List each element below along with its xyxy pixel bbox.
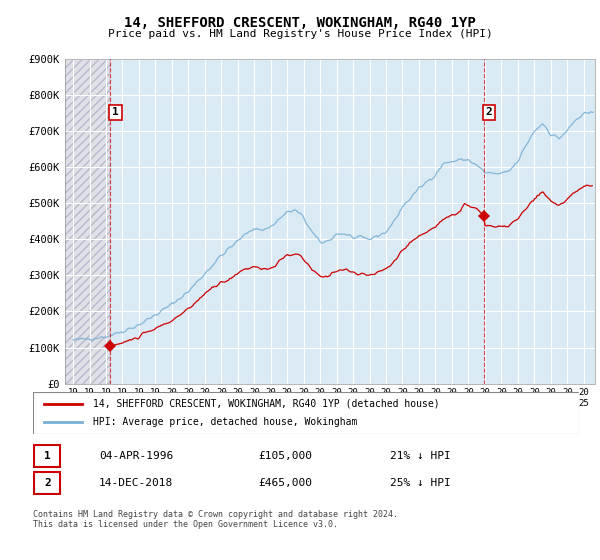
Text: 2: 2 [44,478,51,488]
Text: 14, SHEFFORD CRESCENT, WOKINGHAM, RG40 1YP (detached house): 14, SHEFFORD CRESCENT, WOKINGHAM, RG40 1… [93,399,440,409]
Text: 21% ↓ HPI: 21% ↓ HPI [390,451,451,461]
Text: 14, SHEFFORD CRESCENT, WOKINGHAM, RG40 1YP: 14, SHEFFORD CRESCENT, WOKINGHAM, RG40 1… [124,16,476,30]
Text: £465,000: £465,000 [258,478,312,488]
Text: Contains HM Land Registry data © Crown copyright and database right 2024.
This d: Contains HM Land Registry data © Crown c… [33,510,398,529]
Text: 1: 1 [44,451,51,461]
Text: HPI: Average price, detached house, Wokingham: HPI: Average price, detached house, Woki… [93,417,358,427]
Text: 2: 2 [486,108,493,118]
Text: 14-DEC-2018: 14-DEC-2018 [99,478,173,488]
Bar [65,59,110,384]
Text: 25% ↓ HPI: 25% ↓ HPI [390,478,451,488]
Text: 1: 1 [112,108,119,118]
Text: £105,000: £105,000 [258,451,312,461]
Text: Price paid vs. HM Land Registry's House Price Index (HPI): Price paid vs. HM Land Registry's House … [107,29,493,39]
Bar [65,59,110,384]
Text: 04-APR-1996: 04-APR-1996 [99,451,173,461]
